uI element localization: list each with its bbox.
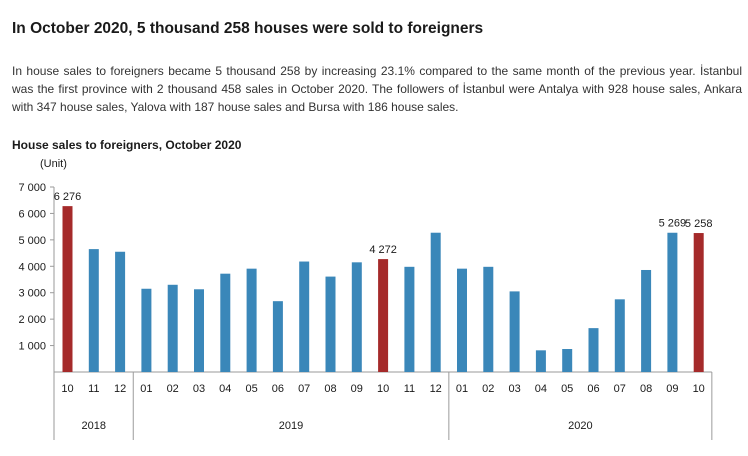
bar (641, 269, 652, 372)
x-tick-label: 10 (693, 383, 705, 395)
year-label: 2018 (82, 420, 106, 432)
y-tick-label: 3 000 (18, 288, 46, 300)
bar (430, 232, 441, 372)
y-tick-label: 1 000 (18, 341, 46, 353)
bar (272, 301, 283, 372)
bar (457, 268, 467, 372)
y-axis-unit-label: (Unit) (40, 158, 67, 170)
bar (483, 266, 494, 372)
page-title: In October 2020, 5 thousand 258 houses w… (12, 20, 484, 37)
bar (88, 249, 99, 372)
bar (194, 289, 204, 372)
highlighted-bar (62, 206, 73, 372)
x-tick-label: 08 (324, 383, 336, 395)
bar (667, 232, 678, 372)
bar (535, 350, 546, 372)
y-tick-label: 5 000 (18, 235, 46, 247)
intro-paragraph: In house sales to foreigners became 5 th… (12, 64, 742, 114)
x-tick-label: 11 (88, 383, 99, 395)
highlighted-bar (693, 233, 704, 372)
bar (588, 328, 599, 372)
x-tick-label: 05 (245, 383, 257, 395)
data-label: 6 276 (54, 191, 82, 203)
x-tick-label: 03 (508, 383, 520, 395)
x-tick-label: 04 (219, 383, 231, 395)
highlighted-bar (378, 259, 389, 372)
bar (220, 273, 231, 372)
x-tick-label: 02 (482, 383, 494, 395)
x-tick-label: 09 (351, 383, 363, 395)
y-tick-label: 7 000 (18, 182, 46, 194)
data-label: 5 269 (659, 218, 687, 230)
x-tick-label: 10 (61, 383, 73, 395)
x-tick-label: 02 (167, 383, 179, 395)
x-tick-label: 08 (640, 383, 652, 395)
x-tick-label: 10 (377, 383, 389, 395)
bar (141, 288, 152, 372)
x-tick-label: 01 (456, 383, 468, 395)
x-tick-label: 09 (666, 383, 678, 395)
bar (562, 349, 573, 372)
x-tick-label: 11 (404, 383, 415, 395)
x-tick-label: 06 (587, 383, 599, 395)
x-tick-label: 05 (561, 383, 573, 395)
data-label: 5 258 (685, 218, 713, 230)
x-tick-label: 12 (430, 383, 442, 395)
bar (167, 284, 178, 372)
bar (509, 291, 520, 372)
data-label: 4 272 (369, 244, 397, 256)
x-tick-label: 03 (193, 383, 205, 395)
bar (351, 262, 362, 372)
x-tick-label: 06 (272, 383, 284, 395)
year-label: 2019 (279, 420, 303, 432)
x-tick-label: 01 (140, 383, 152, 395)
bar (299, 261, 310, 372)
bar (614, 299, 625, 372)
x-tick-label: 07 (298, 383, 310, 395)
bar (404, 266, 415, 372)
bar (115, 251, 126, 372)
x-tick-label: 04 (535, 383, 547, 395)
chart-title: House sales to foreigners, October 2020 (12, 138, 242, 152)
x-tick-label: 07 (614, 383, 626, 395)
y-tick-label: 4 000 (18, 261, 46, 273)
bar (325, 276, 336, 372)
y-tick-label: 2 000 (18, 314, 46, 326)
year-label: 2020 (568, 420, 592, 432)
x-tick-label: 12 (114, 383, 126, 395)
bar (246, 268, 257, 372)
y-tick-label: 6 000 (18, 208, 46, 220)
